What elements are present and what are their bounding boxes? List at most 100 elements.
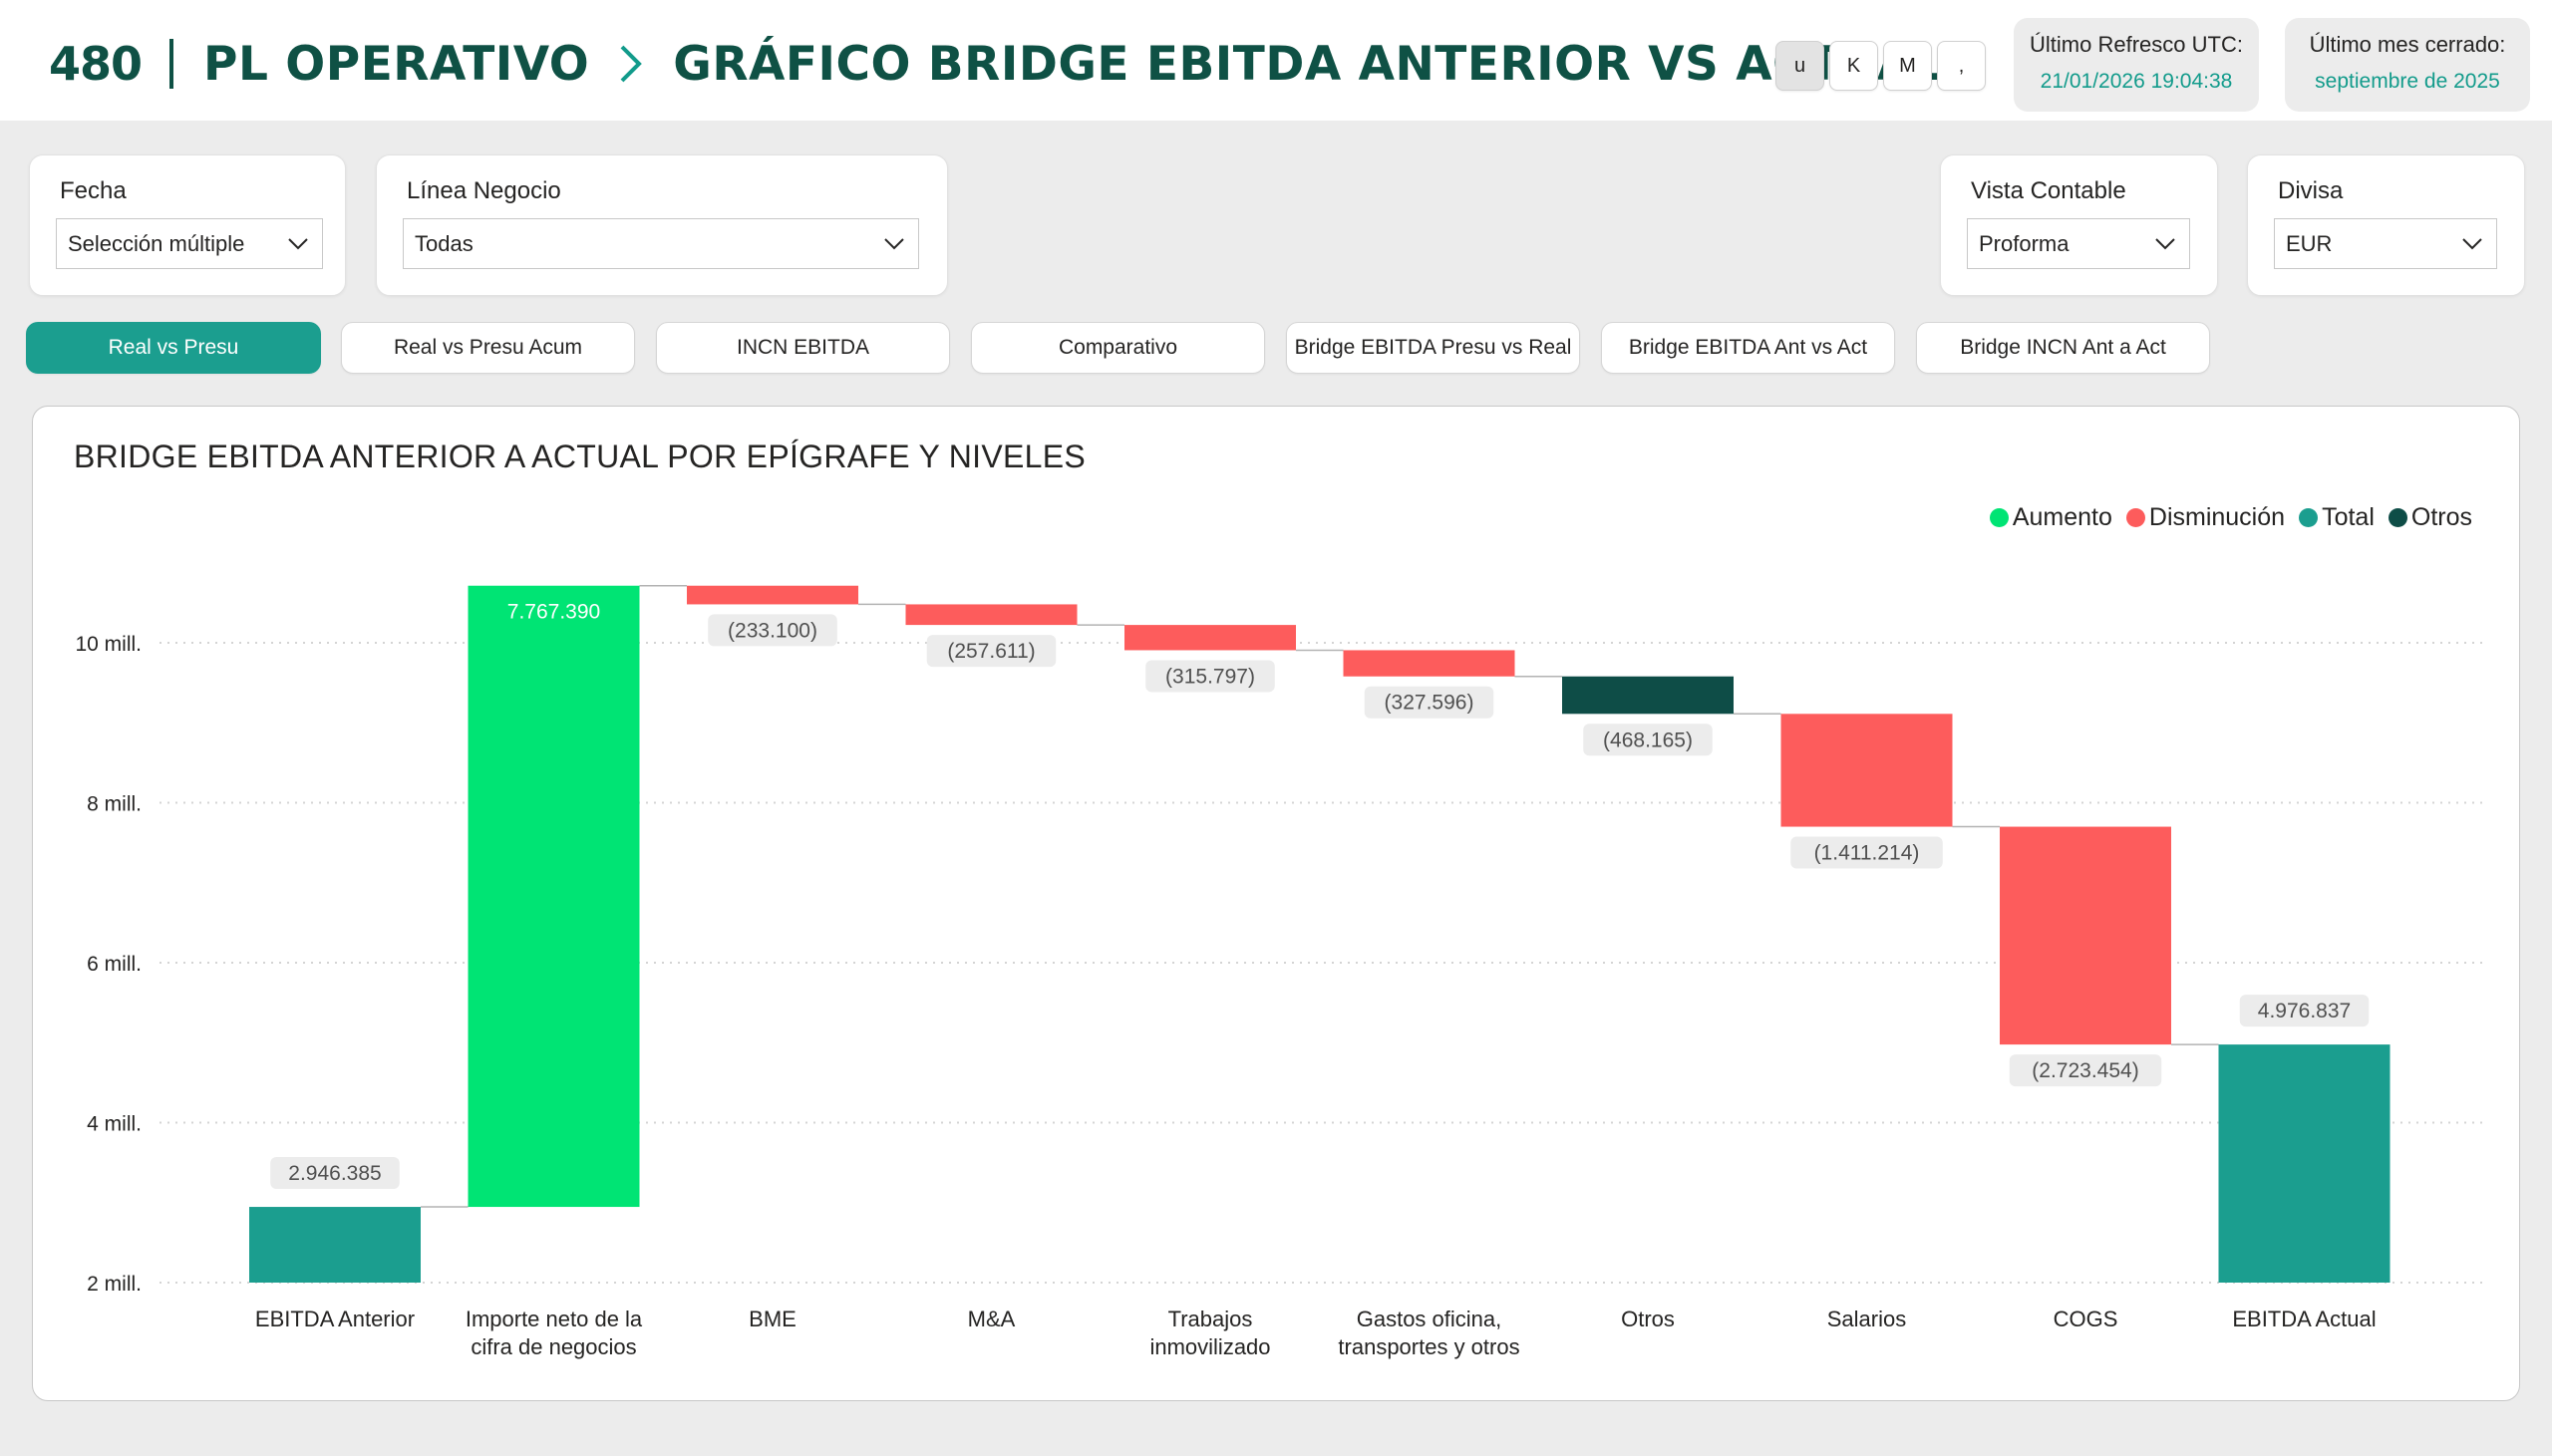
refresh-label: Último Refresco UTC: (2030, 32, 2243, 57)
vista-dropdown-value: Proforma (1979, 230, 2070, 256)
refresh-value: 21/01/2026 19:04:38 (2040, 70, 2233, 93)
category-label: Importe neto de la (466, 1307, 643, 1331)
legend-item-disminucion[interactable]: Disminución (2125, 503, 2285, 532)
category-label: BME (749, 1307, 797, 1331)
unit-button-units[interactable]: u (1775, 41, 1824, 91)
bar-disminucion (905, 604, 1078, 626)
y-tick-label: 2 mill. (87, 1273, 142, 1296)
tab-bridge-ebitda-ant-vs-act[interactable]: Bridge EBITDA Ant vs Act (1601, 322, 1895, 374)
legend-label-otros: Otros (2410, 503, 2472, 531)
fecha-dropdown[interactable]: Selección múltiple (56, 218, 323, 269)
data-label-bg (2009, 1054, 2162, 1087)
category-label: COGS (2054, 1307, 2118, 1331)
y-tick-label: 8 mill. (87, 793, 142, 816)
bar-total (249, 1207, 421, 1283)
section-title[interactable]: PL OPERATIVO (203, 36, 590, 92)
closed-month-card: Último mes cerrado: septiembre de 2025 (2285, 18, 2530, 112)
legend-dot-aumento (1989, 508, 2009, 527)
data-label: 2.946.385 (288, 1162, 381, 1185)
data-label-bg (2239, 995, 2370, 1027)
legend-item-aumento[interactable]: Aumento (1989, 503, 2112, 532)
header-bar: 480 PL OPERATIVO GRÁFICO BRIDGE EBITDA A… (0, 0, 2552, 121)
linea-negocio-dropdown[interactable]: Todas (403, 218, 919, 269)
tab-bridge-incn-ant-a-act[interactable]: Bridge INCN Ant a Act (1916, 322, 2210, 374)
chart-legend: Aumento Disminución Total Otros (1989, 503, 2472, 532)
logo-divider (169, 39, 174, 89)
data-label: 4.976.837 (2258, 1000, 2351, 1022)
tab-real-vs-presu-acum[interactable]: Real vs Presu Acum (341, 322, 635, 374)
data-label: (315.797) (1165, 665, 1255, 688)
category-label: Trabajos (1168, 1307, 1253, 1331)
vista-contable-dropdown[interactable]: Proforma (1967, 218, 2190, 269)
linea-dropdown-value: Todas (415, 230, 474, 256)
bar-otros (1562, 676, 1734, 715)
unit-button-decimal[interactable]: , (1937, 41, 1986, 91)
chart-title: BRIDGE EBITDA ANTERIOR A ACTUAL POR EPÍG… (74, 438, 1087, 474)
data-label-bg (926, 635, 1057, 668)
data-label: (468.165) (1603, 728, 1693, 751)
bar-disminucion (1124, 625, 1296, 651)
filter-linea-negocio: Línea Negocio Todas (376, 154, 948, 296)
page-title: GRÁFICO BRIDGE EBITDA ANTERIOR VS ACTUAL (673, 36, 1945, 92)
legend-dot-otros (2388, 508, 2407, 527)
filter-fecha: Fecha Selección múltiple (29, 154, 346, 296)
filter-fecha-label: Fecha (60, 177, 127, 204)
y-tick-label: 4 mill. (87, 1113, 142, 1136)
tab-real-vs-presu[interactable]: Real vs Presu (26, 322, 321, 374)
category-label: EBITDA Anterior (255, 1307, 415, 1331)
chevron-down-icon (2153, 231, 2177, 261)
legend-dot-disminucion (2125, 508, 2145, 527)
chevron-down-icon (286, 231, 310, 261)
category-label: transportes y otros (1338, 1334, 1519, 1359)
filter-linea-label: Línea Negocio (407, 177, 561, 204)
data-label-bg (270, 1157, 400, 1190)
divisa-dropdown-value: EUR (2286, 230, 2333, 256)
bar-disminucion (1343, 650, 1515, 677)
closed-month-value: septiembre de 2025 (2315, 70, 2500, 93)
filter-divisa-label: Divisa (2278, 177, 2344, 204)
chevron-down-icon (2460, 231, 2484, 261)
category-label: Salarios (1827, 1307, 1906, 1331)
breadcrumb: 480 PL OPERATIVO GRÁFICO BRIDGE EBITDA A… (49, 34, 1944, 94)
divisa-dropdown[interactable]: EUR (2274, 218, 2497, 269)
category-label: Otros (1621, 1307, 1675, 1331)
category-label: Gastos oficina, (1357, 1307, 1502, 1331)
data-label: (233.100) (728, 619, 817, 642)
data-label-bg (1583, 724, 1713, 756)
data-label-bg (1145, 660, 1275, 693)
tab-incn-ebitda[interactable]: INCN EBITDA (656, 322, 950, 374)
company-logo: 480 (49, 37, 143, 91)
unit-selector: u K M , (1775, 41, 1986, 91)
bar-aumento (468, 585, 640, 1208)
legend-item-total[interactable]: Total (2299, 503, 2375, 532)
category-label: EBITDA Actual (2232, 1307, 2376, 1331)
data-label: (2.723.454) (2032, 1059, 2138, 1082)
unit-button-thousands[interactable]: K (1829, 41, 1878, 91)
bar-disminucion (2000, 826, 2171, 1045)
closed-month-label: Último mes cerrado: (2309, 32, 2506, 57)
data-label-bg (708, 614, 837, 647)
data-label-bg (1790, 836, 1943, 869)
tab-comparativo[interactable]: Comparativo (971, 322, 1265, 374)
legend-label-total: Total (2322, 503, 2375, 531)
data-label-bg (1364, 686, 1494, 719)
data-label: 7.767.390 (507, 601, 600, 624)
filter-vista-label: Vista Contable (1971, 177, 2126, 204)
legend-item-otros[interactable]: Otros (2388, 503, 2472, 532)
chevron-right-icon (619, 44, 643, 84)
data-label: (257.611) (947, 640, 1035, 663)
filter-vista-contable: Vista Contable Proforma (1940, 154, 2218, 296)
refresh-info-card: Último Refresco UTC: 21/01/2026 19:04:38 (2014, 18, 2259, 112)
tab-bridge-ebitda-presu-vs-real[interactable]: Bridge EBITDA Presu vs Real (1286, 322, 1580, 374)
bar-disminucion (687, 585, 858, 605)
data-label: (327.596) (1385, 692, 1474, 715)
legend-dot-total (2299, 508, 2319, 527)
bar-total (2218, 1044, 2391, 1283)
unit-button-millions[interactable]: M (1883, 41, 1932, 91)
bar-disminucion (1780, 714, 1953, 827)
category-label: M&A (968, 1307, 1016, 1331)
data-label: (1.411.214) (1814, 842, 1920, 865)
filter-divisa: Divisa EUR (2247, 154, 2525, 296)
category-label: cifra de negocios (471, 1334, 636, 1359)
